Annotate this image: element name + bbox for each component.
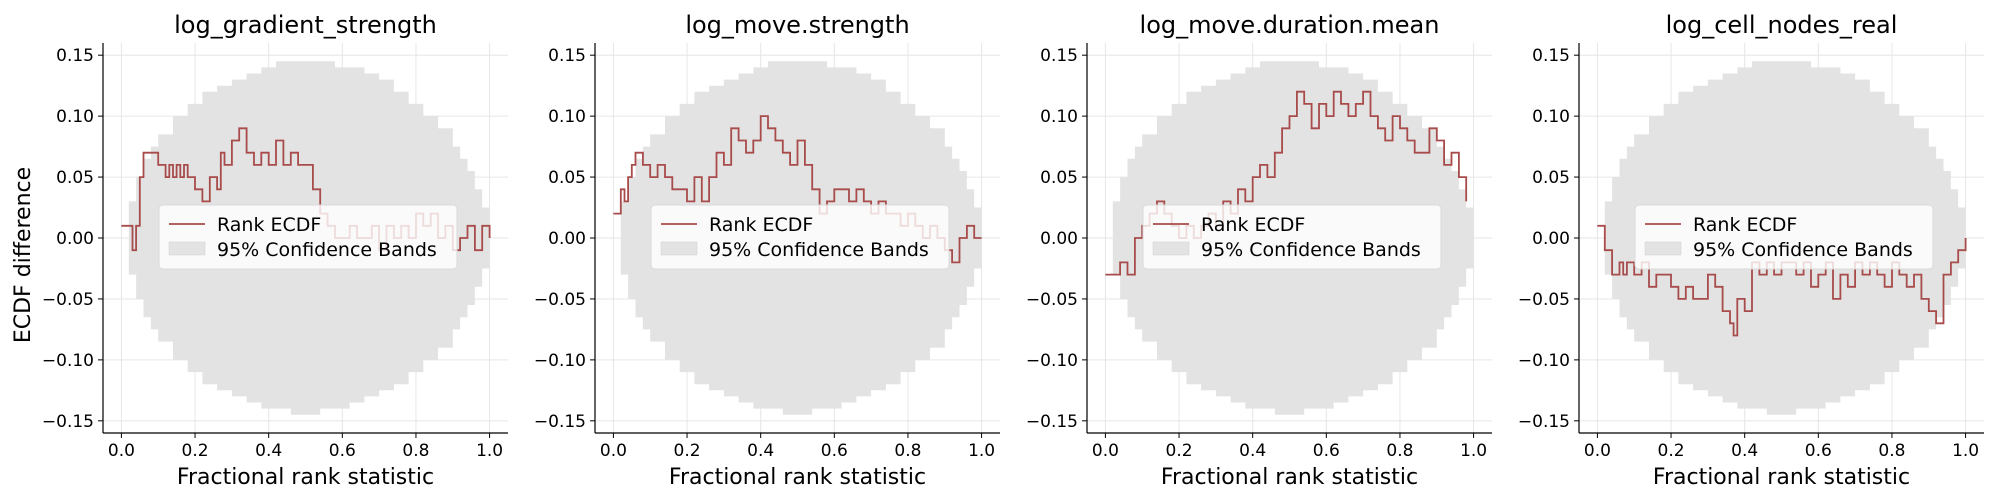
x-tick-label: 0.4 <box>1731 441 1758 461</box>
panels: log_gradient_strength 0.0 0.2 0.4 0.6 0.8 1.0 −… <box>42 11 1984 490</box>
y-tick-label: 0.05 <box>548 168 586 188</box>
x-tick-label: 0.4 <box>747 441 774 461</box>
legend-band-swatch <box>1644 241 1682 256</box>
legend-label-line: Rank ECDF <box>709 214 813 236</box>
x-tick-label: 0.8 <box>894 441 921 461</box>
y-tick-label: −0.15 <box>534 412 586 432</box>
y-tick-label: −0.15 <box>1026 412 1078 432</box>
x-tick-label: 0.8 <box>1878 441 1905 461</box>
legend-label-line: Rank ECDF <box>1693 214 1797 236</box>
panel-title: log_gradient_strength <box>174 11 437 39</box>
panel-title: log_cell_nodes_real <box>1666 11 1898 39</box>
y-tick-label: −0.15 <box>1518 412 1570 432</box>
legend-label-band: 95% Confidence Bands <box>709 239 929 261</box>
legend-band-swatch <box>660 241 698 256</box>
legend: Rank ECDF 95% Confidence Bands <box>650 204 950 270</box>
x-tick-label: 0.0 <box>600 441 627 461</box>
y-tick-label: −0.05 <box>42 290 94 310</box>
y-tick-label: −0.10 <box>1026 351 1078 371</box>
shared-y-axis-label: ECDF difference <box>11 167 36 343</box>
y-tick-label: −0.10 <box>42 351 94 371</box>
x-tick-label: 0.0 <box>108 441 135 461</box>
y-tick-label: 0.15 <box>548 46 586 66</box>
y-tick-label: 0.00 <box>548 229 586 249</box>
y-tick-label: 0.00 <box>1532 229 1570 249</box>
y-tick-label: 0.15 <box>56 46 94 66</box>
legend-band-swatch <box>1152 241 1190 256</box>
legend-label-band: 95% Confidence Bands <box>217 239 437 261</box>
panel-2: log_move.strength 0.0 0.2 0.4 0.6 0.8 1.0 −0.15… <box>534 11 1000 490</box>
x-tick-label: 1.0 <box>968 441 995 461</box>
y-tick-label: 0.05 <box>56 168 94 188</box>
y-tick-label: 0.15 <box>1040 46 1078 66</box>
y-tick-label: 0.10 <box>1040 107 1078 127</box>
x-tick-label: 0.0 <box>1584 441 1611 461</box>
panel-title: log_move.strength <box>685 11 909 39</box>
legend-label-line: Rank ECDF <box>217 214 321 236</box>
y-tick-label: −0.05 <box>1026 290 1078 310</box>
x-tick-label: 0.6 <box>329 441 356 461</box>
panel-4: log_cell_nodes_real 0.0 0.2 0.4 0.6 0.8 1.0 −0.… <box>1518 11 1984 490</box>
legend-box <box>158 204 458 270</box>
x-tick-label: 0.0 <box>1092 441 1119 461</box>
y-tick-label: 0.00 <box>1040 229 1078 249</box>
x-tick-label: 1.0 <box>476 441 503 461</box>
x-tick-label: 1.0 <box>1952 441 1979 461</box>
legend-label-line: Rank ECDF <box>1201 214 1305 236</box>
y-tick-label: −0.10 <box>534 351 586 371</box>
legend: Rank ECDF 95% Confidence Bands <box>1142 204 1442 270</box>
x-tick-label: 0.2 <box>674 441 701 461</box>
legend-box <box>650 204 950 270</box>
legend-band-swatch <box>168 241 206 256</box>
x-tick-label: 0.4 <box>1239 441 1266 461</box>
legend-box <box>1634 204 1934 270</box>
legend: Rank ECDF 95% Confidence Bands <box>1634 204 1934 270</box>
panel-1: log_gradient_strength 0.0 0.2 0.4 0.6 0.8 1.0 −… <box>42 11 508 490</box>
y-tick-label: 0.10 <box>548 107 586 127</box>
y-tick-label: 0.10 <box>1532 107 1570 127</box>
x-axis-label: Fractional rank statistic <box>1161 465 1418 490</box>
y-tick-label: 0.00 <box>56 229 94 249</box>
panel-title: log_move.duration.mean <box>1140 11 1440 39</box>
legend-label-band: 95% Confidence Bands <box>1693 239 1913 261</box>
y-tick-label: 0.15 <box>1532 46 1570 66</box>
x-axis-label: Fractional rank statistic <box>177 465 434 490</box>
x-tick-label: 0.2 <box>182 441 209 461</box>
x-tick-label: 1.0 <box>1460 441 1487 461</box>
x-tick-label: 0.8 <box>1386 441 1413 461</box>
y-tick-label: 0.10 <box>56 107 94 127</box>
rank-ecdf-line <box>1597 224 1967 337</box>
x-tick-label: 0.4 <box>255 441 282 461</box>
x-tick-label: 0.6 <box>1805 441 1832 461</box>
y-tick-label: −0.15 <box>42 412 94 432</box>
legend-box <box>1142 204 1442 270</box>
panel-3: log_move.duration.mean 0.0 0.2 0.4 0.6 0.8 1.0… <box>1026 11 1492 490</box>
y-tick-label: 0.05 <box>1040 168 1078 188</box>
y-tick-label: −0.05 <box>534 290 586 310</box>
x-tick-label: 0.2 <box>1658 441 1685 461</box>
x-tick-label: 0.6 <box>821 441 848 461</box>
x-tick-label: 0.2 <box>1166 441 1193 461</box>
x-axis-label: Fractional rank statistic <box>669 465 926 490</box>
y-tick-label: −0.05 <box>1518 290 1570 310</box>
y-tick-label: 0.05 <box>1532 168 1570 188</box>
x-axis-label: Fractional rank statistic <box>1653 465 1910 490</box>
legend: Rank ECDF 95% Confidence Bands <box>158 204 458 270</box>
y-tick-label: −0.10 <box>1518 351 1570 371</box>
x-tick-label: 0.6 <box>1313 441 1340 461</box>
legend-label-band: 95% Confidence Bands <box>1201 239 1421 261</box>
x-tick-label: 0.8 <box>402 441 429 461</box>
